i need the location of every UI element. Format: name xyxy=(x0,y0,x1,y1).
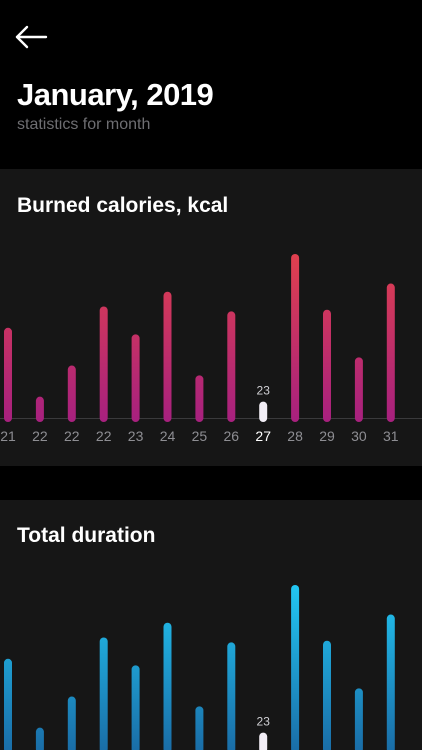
chart-tick-label: 24 xyxy=(160,428,176,444)
chart-tick-label: 31 xyxy=(383,428,399,444)
chart-bar-selected[interactable] xyxy=(259,732,268,750)
duration-chart: 23 xyxy=(4,585,395,750)
chart-bar[interactable] xyxy=(35,727,44,750)
chart-bar[interactable] xyxy=(323,309,331,422)
chart-bar[interactable] xyxy=(354,688,363,750)
chart-tick-label: 21 xyxy=(0,428,16,444)
chart-bar[interactable] xyxy=(67,696,76,750)
chart-tick-label: 30 xyxy=(351,428,367,444)
chart-tick-label: 27 xyxy=(255,428,271,444)
chart-bar[interactable] xyxy=(99,306,108,422)
chart-bar[interactable] xyxy=(67,365,76,422)
duration-card: Total duration 23 xyxy=(0,500,422,750)
chart-tick-label: 26 xyxy=(224,428,240,444)
arrow-left-icon xyxy=(15,25,48,49)
duration-card-title: Total duration xyxy=(17,524,156,547)
chart-bar[interactable] xyxy=(291,585,300,750)
chart-bar[interactable] xyxy=(4,658,12,750)
chart-value-label: 23 xyxy=(257,715,271,729)
chart-bar[interactable] xyxy=(354,357,363,422)
chart-bar[interactable] xyxy=(227,642,236,750)
chart-bar[interactable] xyxy=(386,614,395,750)
chart-bar[interactable] xyxy=(323,640,331,750)
calories-chart: 21 22 22 22 23 24 25 26 23 27 28 29 30 31 xyxy=(0,254,422,444)
calories-card-title: Burned calories, kcal xyxy=(17,194,229,217)
chart-bar[interactable] xyxy=(195,375,204,422)
chart-tick-label: 29 xyxy=(319,428,335,444)
chart-tick-label: 28 xyxy=(287,428,303,444)
chart-value-label: 23 xyxy=(257,384,271,398)
chart-bar[interactable] xyxy=(227,311,236,422)
chart-bar[interactable] xyxy=(99,637,108,750)
chart-bar[interactable] xyxy=(195,706,204,750)
chart-tick-label: 22 xyxy=(64,428,80,444)
chart-bar[interactable] xyxy=(163,291,172,422)
header: January, 2019 statistics for month xyxy=(0,0,422,168)
chart-bar[interactable] xyxy=(4,327,12,422)
back-button[interactable] xyxy=(12,22,52,52)
calories-card: Burned calories, kcal 21 22 22 22 23 24 25 26 23… xyxy=(0,169,422,466)
chart-bar[interactable] xyxy=(35,396,44,422)
chart-tick-label: 22 xyxy=(32,428,48,444)
chart-bar[interactable] xyxy=(131,665,140,750)
chart-tick-label: 23 xyxy=(128,428,144,444)
chart-bar[interactable] xyxy=(386,283,395,422)
chart-bar[interactable] xyxy=(131,334,140,422)
page-subtitle: statistics for month xyxy=(17,116,151,133)
chart-bar[interactable] xyxy=(163,622,172,750)
chart-tick-label: 25 xyxy=(192,428,208,444)
chart-tick-label: 22 xyxy=(96,428,112,444)
chart-bar-selected[interactable] xyxy=(259,401,268,422)
page-title: January, 2019 xyxy=(17,77,214,112)
chart-bar[interactable] xyxy=(291,254,300,422)
